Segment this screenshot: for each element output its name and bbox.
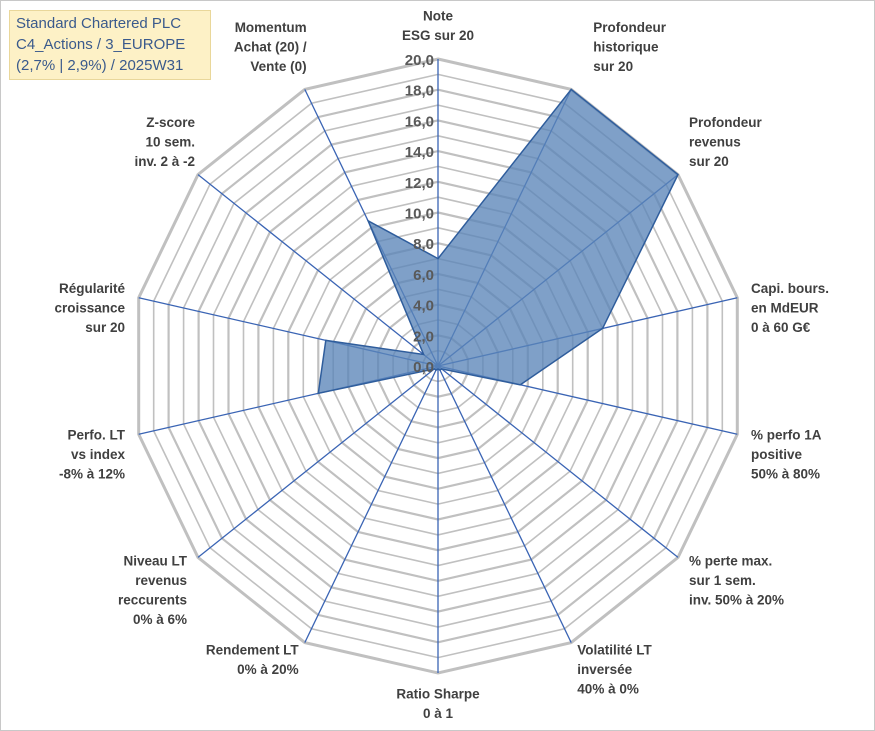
- axis-label: sur 20: [689, 154, 729, 169]
- tick-label: 0,0: [413, 359, 434, 376]
- axis-label: 0 à 60 G€: [751, 320, 811, 335]
- axis-label: Niveau LT: [123, 554, 187, 569]
- axis-label: Profondeur: [593, 20, 666, 35]
- axis-label: Profondeur: [689, 115, 762, 130]
- axis-label: 10 sem.: [145, 134, 195, 149]
- info-box: Standard Chartered PLC C4_Actions / 3_EU…: [9, 10, 211, 80]
- axis-label: sur 20: [593, 59, 633, 74]
- axis-spoke: [304, 365, 439, 643]
- axis-label: Vente (0): [250, 59, 306, 74]
- axis-spoke: [437, 365, 572, 643]
- axis-label: vs index: [71, 447, 126, 462]
- axis-label: inversée: [577, 662, 632, 677]
- tick-label: 12,0: [405, 175, 434, 192]
- axis-label: 50% à 80%: [751, 467, 820, 482]
- axis-label: sur 1 sem.: [689, 573, 756, 588]
- tick-label: 6,0: [413, 267, 434, 284]
- axis-label: reccurents: [118, 593, 187, 608]
- axis-label: 0 à 1: [423, 706, 454, 721]
- tick-label: 8,0: [413, 236, 434, 253]
- axis-label: Capi. bours.: [751, 281, 829, 296]
- axis-label: Rendement LT: [206, 643, 300, 658]
- tick-label: 20,0: [405, 52, 434, 69]
- tick-label: 4,0: [413, 298, 434, 315]
- info-line-company: Standard Chartered PLC: [16, 15, 182, 32]
- axis-label: croissance: [54, 300, 125, 315]
- tick-label: 14,0: [405, 144, 434, 161]
- tick-labels: 0,0 2,0 4,0 6,0 8,0 10,0 12,0 14,0 16,0 18,0 20,0: [405, 52, 434, 376]
- axis-label: -8% à 12%: [59, 467, 125, 482]
- axis-label: Perfo. LT: [67, 428, 125, 443]
- axis-label: revenus: [689, 134, 741, 149]
- axis-label: en MdEUR: [751, 300, 819, 315]
- axis-spoke: [197, 174, 439, 367]
- axis-label: % perfo 1A: [751, 428, 822, 443]
- axis-label: 40% à 0%: [577, 682, 639, 697]
- axis-label: sur 20: [85, 320, 125, 335]
- tick-label: 10,0: [405, 206, 434, 223]
- axis-label: revenus: [135, 573, 187, 588]
- tick-label: 2,0: [413, 328, 434, 345]
- axis-label: Note: [423, 9, 453, 24]
- axis-label: ESG sur 20: [402, 28, 474, 43]
- axis-spoke: [437, 365, 679, 558]
- axis-spoke: [197, 365, 439, 558]
- axis-label: Z-score: [146, 115, 195, 130]
- series-area: [317, 88, 679, 395]
- axis-label: Achat (20) /: [234, 39, 307, 54]
- axis-label: 0% à 6%: [133, 612, 187, 627]
- tick-label: 18,0: [405, 83, 434, 100]
- axis-label: 0% à 20%: [237, 662, 299, 677]
- info-line-category: C4_Actions / 3_EUROPE: [16, 36, 186, 53]
- axis-label: % perte max.: [689, 554, 772, 569]
- axis-label: Régularité: [59, 281, 126, 296]
- info-line-period: (2,7% | 2,9%) / 2025W31: [16, 57, 184, 74]
- axis-label: Momentum: [235, 20, 307, 35]
- tick-label: 16,0: [405, 113, 434, 130]
- axis-label: positive: [751, 447, 803, 462]
- axis-label: Volatilité LT: [577, 643, 652, 658]
- axis-label: inv. 2 à -2: [134, 154, 195, 169]
- axis-label: inv. 50% à 20%: [689, 593, 784, 608]
- axis-label: historique: [593, 39, 659, 54]
- axis-label: Ratio Sharpe: [396, 687, 480, 702]
- axis-labels: Note ESG sur 20 Profondeur historique sur 20…: [54, 9, 829, 722]
